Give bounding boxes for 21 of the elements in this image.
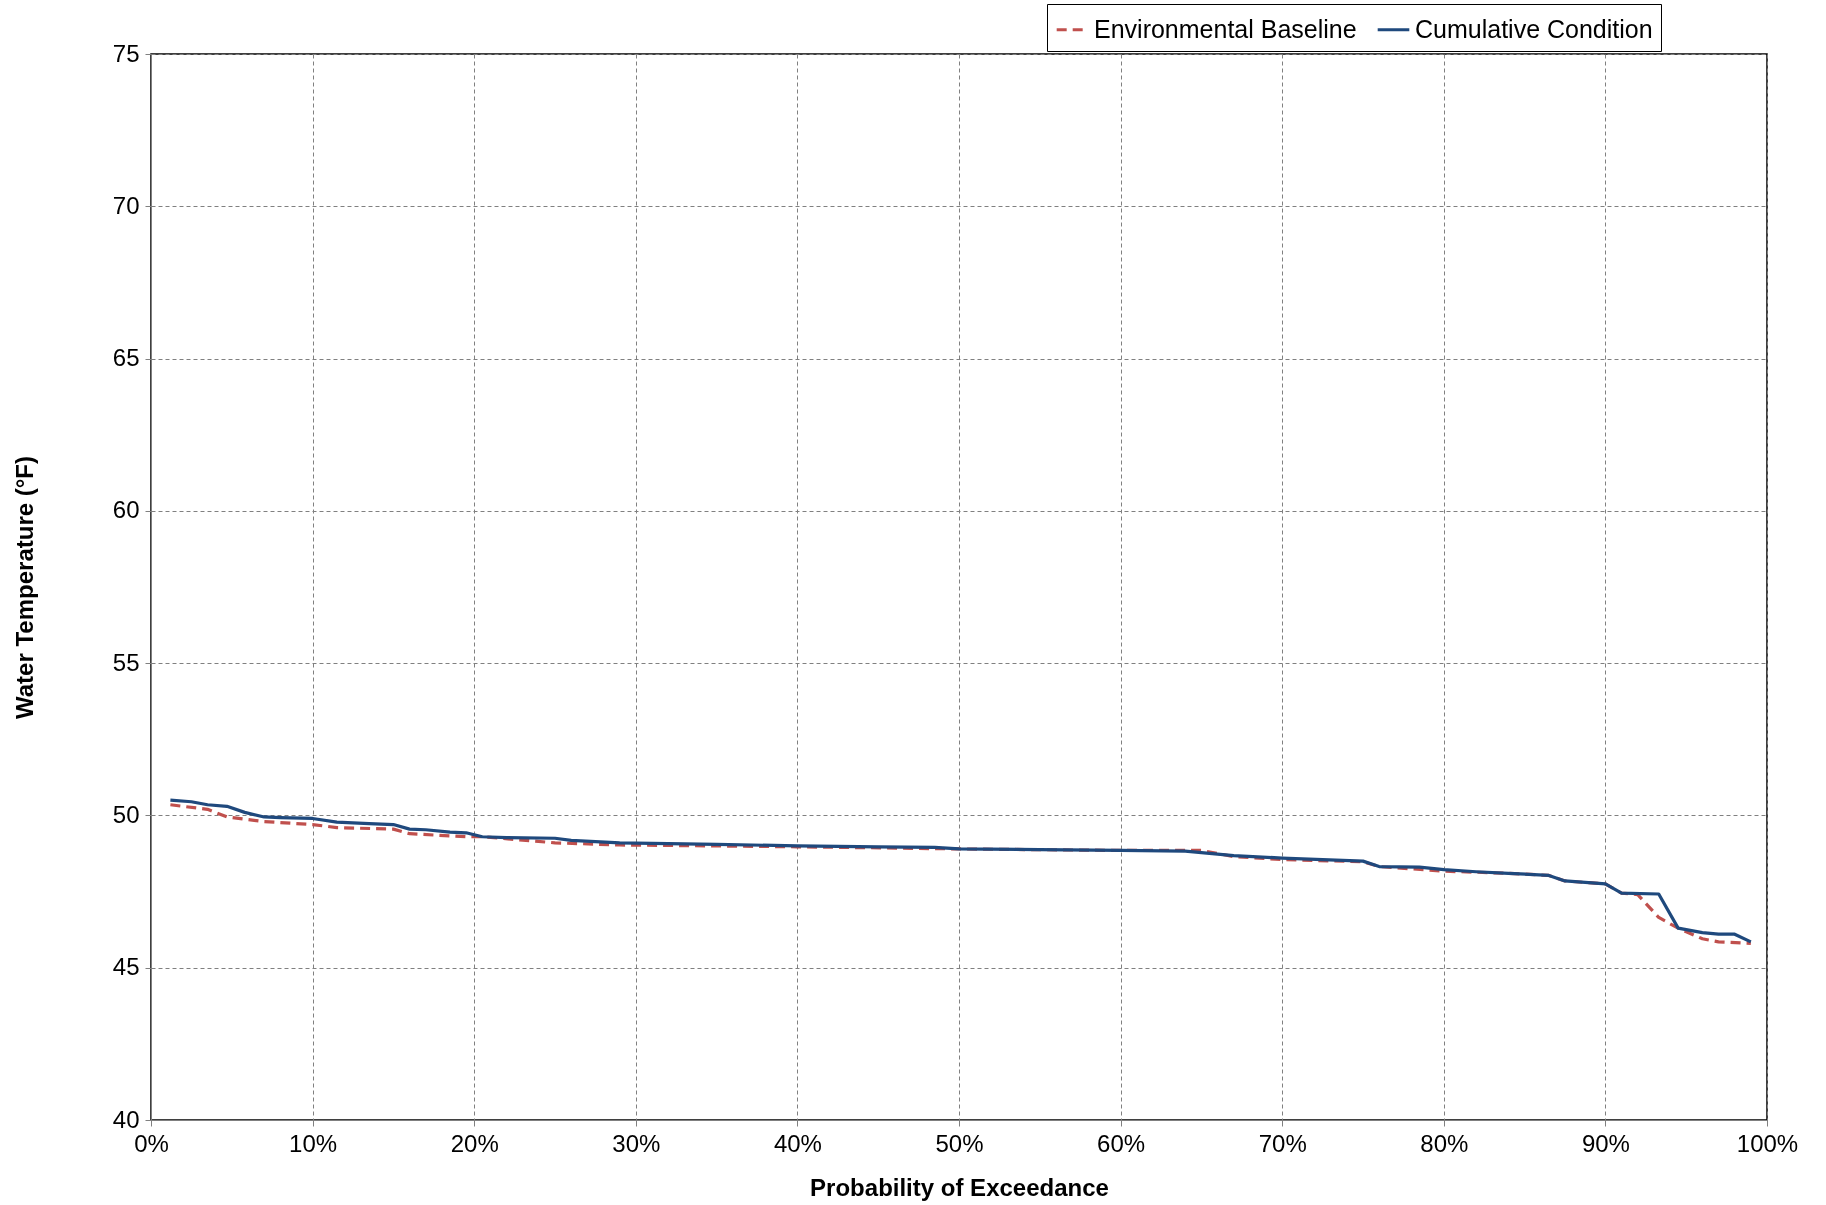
- y-tick-label: 70: [112, 191, 140, 219]
- x-tick-label: 90%: [1581, 1129, 1630, 1157]
- x-axis-title: Probability of Exceedance: [810, 1173, 1109, 1201]
- x-tick-label: 30%: [612, 1129, 661, 1157]
- y-tick-label: 50: [112, 800, 140, 828]
- x-tick-label: 10%: [289, 1129, 338, 1157]
- x-tick-label: 50%: [935, 1129, 984, 1157]
- x-tick-label: 20%: [450, 1129, 499, 1157]
- legend-label: Cumulative Condition: [1415, 14, 1653, 43]
- x-tick-label: 40%: [773, 1129, 822, 1157]
- x-tick-label: 80%: [1420, 1129, 1469, 1157]
- y-tick-label: 60: [112, 496, 140, 524]
- y-axis-title: Water Temperature (°F): [10, 456, 38, 719]
- x-tick-label: 60%: [1097, 1129, 1146, 1157]
- legend-label: Environmental Baseline: [1094, 14, 1357, 43]
- y-tick-label: 75: [112, 39, 140, 67]
- y-tick-label: 65: [112, 344, 140, 372]
- x-tick-label: 70%: [1258, 1129, 1307, 1157]
- y-tick-label: 55: [112, 648, 140, 676]
- y-tick-label: 45: [112, 953, 140, 981]
- x-tick-label: 100%: [1736, 1129, 1799, 1157]
